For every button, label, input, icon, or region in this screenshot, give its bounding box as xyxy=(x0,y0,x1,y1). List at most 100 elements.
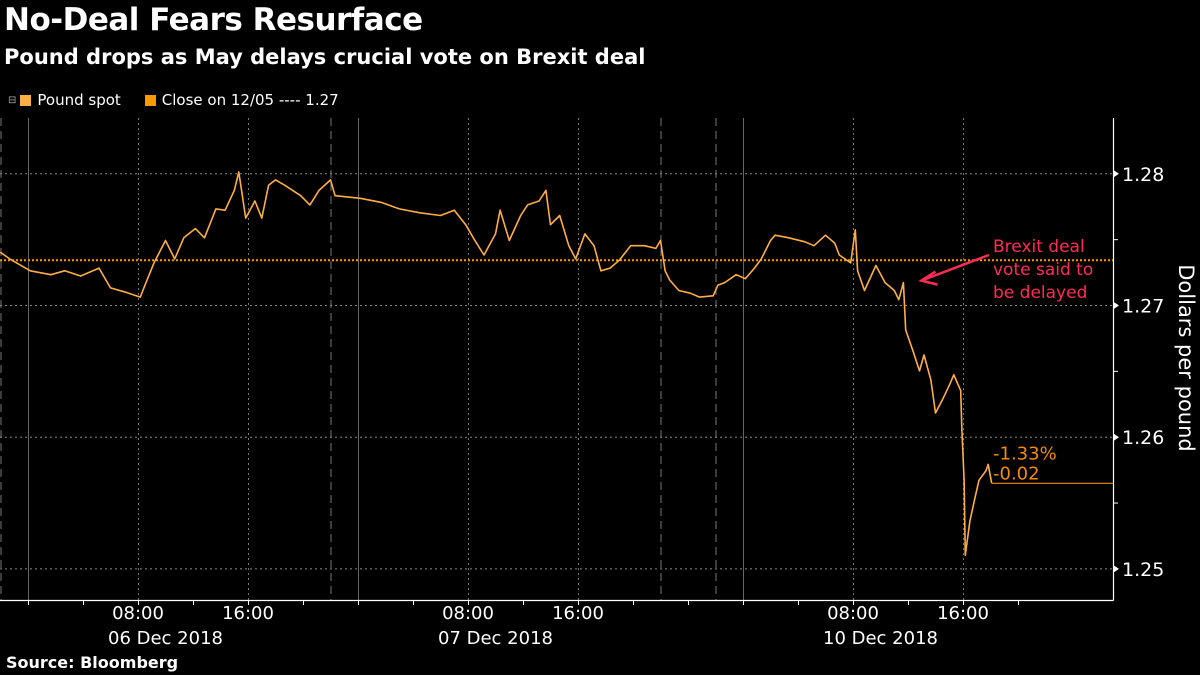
x-date-label: 06 Dec 2018 xyxy=(108,628,223,649)
data-point xyxy=(268,184,270,186)
data-point xyxy=(788,237,790,239)
data-point xyxy=(568,245,570,247)
data-point xyxy=(717,284,719,286)
data-point xyxy=(174,258,176,260)
change-percent-label: -1.33% xyxy=(993,443,1057,464)
data-point xyxy=(985,470,987,472)
data-point xyxy=(194,228,196,230)
legend-label-pound-spot: Pound spot xyxy=(37,91,121,109)
data-point xyxy=(618,259,620,261)
y-tick-label: 1.26 xyxy=(1122,427,1164,449)
data-point xyxy=(643,245,646,247)
data-point xyxy=(893,289,895,292)
data-point xyxy=(963,479,965,481)
data-point xyxy=(973,499,976,501)
data-point xyxy=(508,239,510,242)
x-tick-label: 08:00 xyxy=(442,603,494,624)
y-tick-label: 1.28 xyxy=(1122,164,1164,186)
data-point xyxy=(398,208,400,210)
data-point xyxy=(669,279,671,281)
data-point xyxy=(813,245,815,247)
x-date-label: 07 Dec 2018 xyxy=(438,628,553,649)
data-point xyxy=(153,262,155,264)
data-point xyxy=(483,254,485,256)
data-point xyxy=(274,179,277,181)
x-tick-label: 08:00 xyxy=(112,603,164,624)
data-point xyxy=(318,189,320,192)
data-point xyxy=(183,237,185,239)
data-point xyxy=(953,374,955,376)
annotation-text: be delayed xyxy=(993,283,1087,303)
data-point xyxy=(254,200,256,202)
y-tick-mark xyxy=(1113,433,1119,442)
data-point xyxy=(29,270,31,272)
data-point xyxy=(678,289,680,292)
source-note: Source: Bloomberg xyxy=(6,653,179,672)
data-point xyxy=(109,287,112,289)
data-point xyxy=(838,254,840,256)
data-point xyxy=(123,291,125,293)
series-line-pound-spot xyxy=(0,171,993,556)
data-point xyxy=(309,204,311,206)
data-point xyxy=(0,251,2,253)
x-tick-label: 16:00 xyxy=(937,603,989,624)
data-point xyxy=(850,262,852,264)
data-point xyxy=(526,204,529,206)
data-point xyxy=(575,258,577,260)
data-point xyxy=(659,239,662,242)
x-date-label: 10 Dec 2018 xyxy=(823,628,938,649)
data-point xyxy=(854,229,856,231)
data-point xyxy=(712,295,714,297)
data-point xyxy=(769,239,772,242)
annotation-text: Brexit deal xyxy=(993,237,1085,257)
legend: ⊟ Pound spot Close on 12/05 ---- 1.27 xyxy=(8,91,339,109)
data-point xyxy=(875,264,877,267)
data-point xyxy=(905,329,907,331)
data-point xyxy=(964,554,966,556)
data-point xyxy=(545,189,547,192)
data-point xyxy=(969,520,971,522)
y-tick-mark xyxy=(1113,169,1119,178)
data-point xyxy=(753,267,756,269)
legend-swatch-close xyxy=(144,94,156,106)
data-point xyxy=(203,237,206,239)
y-tick-label: 1.27 xyxy=(1122,296,1164,318)
data-point xyxy=(559,214,561,217)
chart-subtitle: Pound drops as May delays crucial vote o… xyxy=(4,45,646,69)
data-point xyxy=(902,282,905,284)
data-point xyxy=(630,245,632,247)
data-point xyxy=(824,234,827,236)
data-point xyxy=(334,195,336,197)
data-point xyxy=(774,234,776,236)
annotation-arrow-line xyxy=(920,253,990,282)
data-point xyxy=(960,390,962,392)
data-point xyxy=(863,289,866,292)
data-point xyxy=(689,292,691,294)
change-absolute-label: -0.02 xyxy=(993,463,1040,484)
data-point xyxy=(948,384,950,386)
chart-title: No-Deal Fears Resurface xyxy=(4,2,423,38)
data-point xyxy=(300,195,302,197)
legend-collapse-icon[interactable]: ⊟ xyxy=(8,94,17,106)
data-point xyxy=(898,299,900,301)
data-point xyxy=(329,179,332,181)
y-tick-mark xyxy=(1113,301,1119,310)
data-point xyxy=(50,274,52,276)
data-point xyxy=(609,267,611,269)
data-point xyxy=(978,479,980,481)
data-point xyxy=(884,282,886,284)
data-point xyxy=(64,270,66,272)
data-point xyxy=(856,270,859,272)
data-point xyxy=(987,463,989,465)
data-point xyxy=(735,274,737,276)
y-axis-title: Dollars per pound xyxy=(1174,264,1198,452)
data-point xyxy=(215,208,217,210)
data-point xyxy=(961,429,963,431)
data-point xyxy=(804,241,806,243)
x-tick-label: 16:00 xyxy=(552,603,604,624)
data-point xyxy=(584,233,586,235)
data-point xyxy=(80,275,82,277)
y-tick-mark xyxy=(1113,564,1119,573)
data-point xyxy=(474,239,476,242)
